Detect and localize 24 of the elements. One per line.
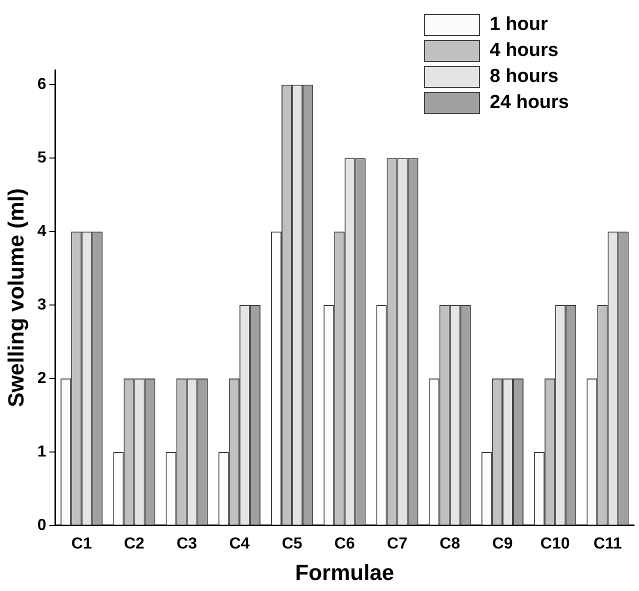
x-tick-label: C9	[492, 535, 513, 552]
legend-label: 8 hours	[490, 66, 558, 88]
x-tick-label: C11	[593, 535, 622, 552]
y-tick-label: 5	[37, 150, 46, 167]
x-tick-label: C4	[229, 535, 250, 552]
y-tick-label: 6	[37, 76, 46, 94]
x-tick-label: C10	[540, 535, 570, 552]
y-tick-label: 1	[37, 443, 46, 460]
x-tick-label: C7	[387, 535, 408, 552]
y-tick-label: 2	[37, 370, 46, 387]
legend-label: 24 hours	[490, 92, 569, 114]
x-axis-title: Formulae	[295, 560, 394, 585]
x-tick-label: C3	[176, 535, 198, 552]
x-tick-label: C5	[282, 535, 302, 552]
x-tick-label: C2	[124, 535, 145, 552]
y-axis-title: Swelling volume (ml)	[3, 188, 28, 408]
y-tick-label: 0	[37, 516, 46, 534]
y-tick-label: 3	[37, 296, 46, 314]
x-tick-label: C6	[334, 535, 355, 552]
y-tick-label: 4	[37, 223, 46, 240]
x-tick-label: C8	[440, 535, 460, 552]
legend-label: 1 hour	[490, 14, 548, 36]
x-tick-label: C1	[71, 535, 92, 552]
legend-label: 4 hours	[490, 40, 558, 62]
